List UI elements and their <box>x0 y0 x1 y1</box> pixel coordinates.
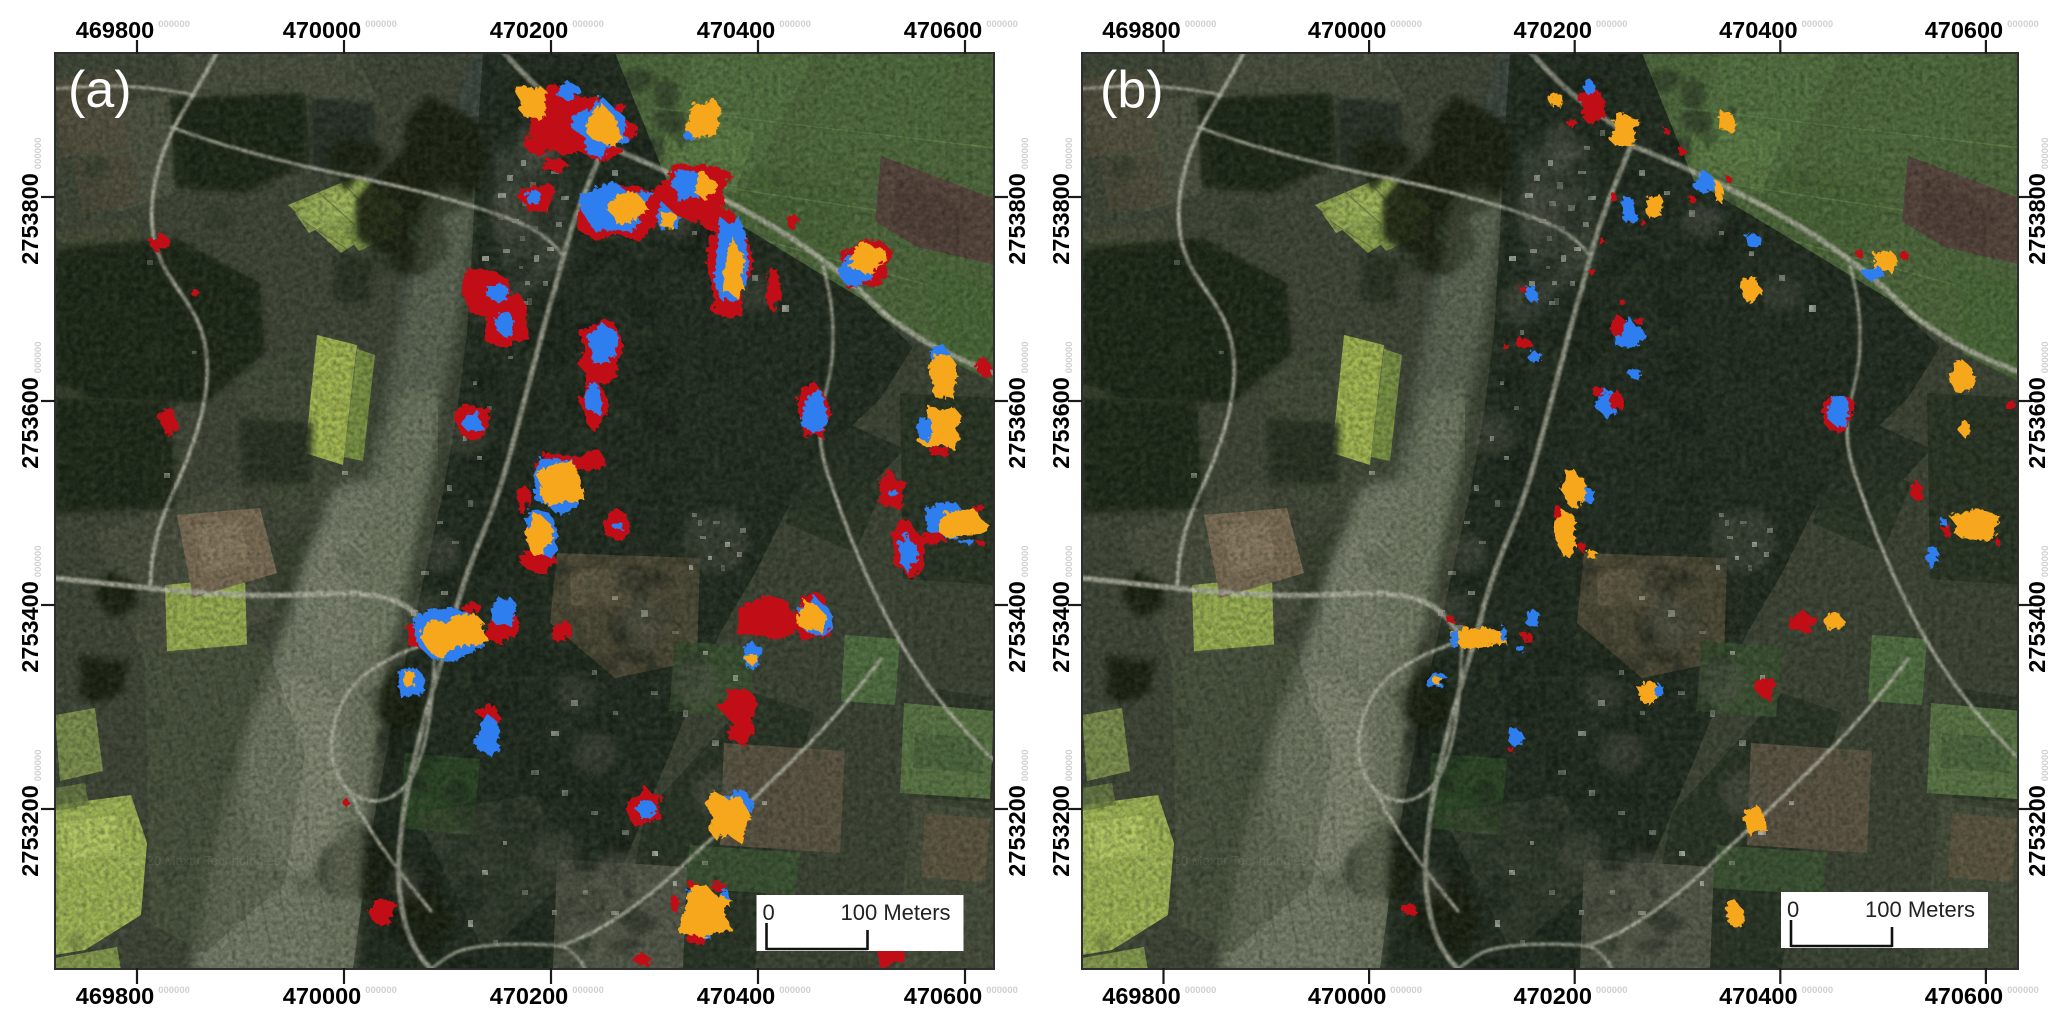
svg-text:000000: 000000 <box>572 19 604 30</box>
svg-text:000000: 000000 <box>2040 545 2051 577</box>
svg-text:000000: 000000 <box>1064 749 1075 781</box>
svg-text:000000: 000000 <box>572 985 604 996</box>
svg-text:000000: 000000 <box>986 19 1018 30</box>
svg-text:000000: 000000 <box>33 341 44 373</box>
svg-text:000000: 000000 <box>1020 545 1031 577</box>
svg-text:000000: 000000 <box>2007 19 2039 30</box>
svg-text:2753600: 2753600 <box>17 377 43 469</box>
svg-text:000000: 000000 <box>33 137 44 169</box>
svg-text:470200: 470200 <box>490 983 568 1009</box>
svg-text:2753600: 2753600 <box>1048 377 1074 469</box>
svg-text:0: 0 <box>1787 897 1799 922</box>
svg-text:2753800: 2753800 <box>1048 173 1074 265</box>
svg-text:2753800: 2753800 <box>2024 173 2050 265</box>
svg-text:2753600: 2753600 <box>2024 377 2050 469</box>
svg-text:470600: 470600 <box>904 983 982 1009</box>
svg-text:000000: 000000 <box>1596 985 1628 996</box>
svg-text:470400: 470400 <box>1719 983 1797 1009</box>
svg-text:000000: 000000 <box>158 985 190 996</box>
svg-text:469800: 469800 <box>76 17 154 43</box>
svg-text:2753200: 2753200 <box>2024 785 2050 877</box>
svg-text:470000: 470000 <box>283 17 361 43</box>
svg-text:470600: 470600 <box>1925 983 2003 1009</box>
svg-text:000000: 000000 <box>1390 19 1422 30</box>
svg-text:470000: 470000 <box>1308 17 1386 43</box>
svg-text:000000: 000000 <box>986 985 1018 996</box>
svg-text:470600: 470600 <box>1925 17 2003 43</box>
svg-text:000000: 000000 <box>1390 985 1422 996</box>
svg-text:000000: 000000 <box>779 19 811 30</box>
svg-text:0: 0 <box>763 900 775 925</box>
svg-text:000000: 000000 <box>365 19 397 30</box>
svg-text:000000: 000000 <box>1020 749 1031 781</box>
svg-text:470200: 470200 <box>1514 983 1592 1009</box>
svg-text:000000: 000000 <box>33 749 44 781</box>
svg-text:000000: 000000 <box>779 985 811 996</box>
svg-text:000000: 000000 <box>365 985 397 996</box>
svg-text:000000: 000000 <box>1802 19 1834 30</box>
svg-text:2753600: 2753600 <box>1004 377 1030 469</box>
svg-text:2753400: 2753400 <box>2024 581 2050 673</box>
svg-text:2753400: 2753400 <box>1004 581 1030 673</box>
svg-text:2753800: 2753800 <box>17 173 43 265</box>
svg-text:470200: 470200 <box>1514 17 1592 43</box>
svg-text:100 Meters: 100 Meters <box>1865 897 1975 922</box>
svg-text:2753400: 2753400 <box>17 581 43 673</box>
svg-text:000000: 000000 <box>1064 341 1075 373</box>
svg-text:469800: 469800 <box>1102 17 1180 43</box>
svg-text:(a): (a) <box>68 61 132 119</box>
svg-text:000000: 000000 <box>1064 545 1075 577</box>
svg-text:470400: 470400 <box>697 17 775 43</box>
svg-text:000000: 000000 <box>1596 19 1628 30</box>
svg-text:000000: 000000 <box>2040 137 2051 169</box>
svg-text:000000: 000000 <box>1064 137 1075 169</box>
svg-text:470400: 470400 <box>1719 17 1797 43</box>
svg-text:2753200: 2753200 <box>17 785 43 877</box>
svg-text:2753400: 2753400 <box>1048 581 1074 673</box>
svg-text:000000: 000000 <box>2040 341 2051 373</box>
svg-text:(b): (b) <box>1100 61 1164 119</box>
svg-text:2753200: 2753200 <box>1048 785 1074 877</box>
svg-text:100 Meters: 100 Meters <box>841 900 951 925</box>
svg-text:470000: 470000 <box>283 983 361 1009</box>
svg-text:2753800: 2753800 <box>1004 173 1030 265</box>
svg-text:000000: 000000 <box>1802 985 1834 996</box>
svg-text:000000: 000000 <box>33 545 44 577</box>
svg-text:000000: 000000 <box>158 19 190 30</box>
svg-text:470400: 470400 <box>697 983 775 1009</box>
svg-text:000000: 000000 <box>1020 137 1031 169</box>
svg-text:000000: 000000 <box>1185 985 1217 996</box>
svg-text:000000: 000000 <box>1020 341 1031 373</box>
svg-text:470200: 470200 <box>490 17 568 43</box>
svg-text:000000: 000000 <box>1185 19 1217 30</box>
svg-text:000000: 000000 <box>2040 749 2051 781</box>
svg-text:000000: 000000 <box>2007 985 2039 996</box>
svg-text:470600: 470600 <box>904 17 982 43</box>
svg-text:2753200: 2753200 <box>1004 785 1030 877</box>
svg-text:469800: 469800 <box>1102 983 1180 1009</box>
svg-text:469800: 469800 <box>76 983 154 1009</box>
svg-text:470000: 470000 <box>1308 983 1386 1009</box>
